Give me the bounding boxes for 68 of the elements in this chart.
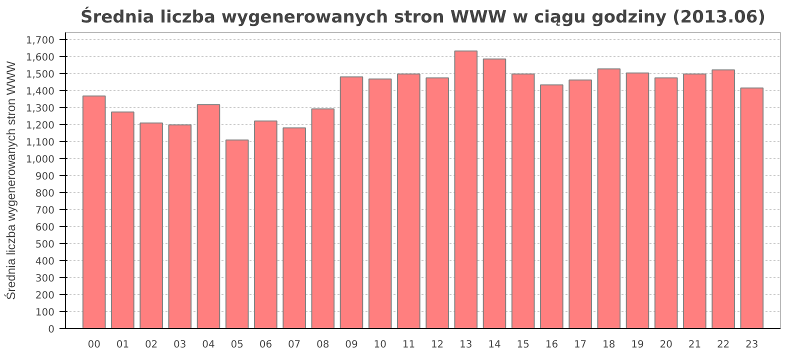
- x-tick-label: 03: [174, 340, 186, 350]
- bar: [282, 127, 306, 328]
- x-tick-label: 17: [574, 340, 587, 350]
- bar: [426, 77, 449, 328]
- bar: [454, 50, 478, 328]
- x-tick-label: 05: [230, 340, 244, 350]
- y-tick-label: 1,100: [26, 137, 55, 148]
- bar: [340, 76, 364, 328]
- y-tick-label: 700: [35, 205, 55, 216]
- bar: [740, 87, 764, 328]
- y-tick-label: 1,600: [26, 52, 55, 64]
- x-tick-label: 06: [259, 340, 272, 350]
- bar: [397, 74, 420, 328]
- y-tick-label: 500: [35, 239, 55, 250]
- bar: [482, 58, 506, 328]
- y-tick-label: 100: [35, 307, 55, 318]
- bar: [140, 122, 163, 328]
- y-tick-label: 300: [35, 273, 55, 284]
- y-tick-label: 1,400: [26, 86, 55, 98]
- x-tick-label: 12: [430, 340, 444, 350]
- y-tick-label: 1,200: [26, 120, 55, 132]
- bar: [568, 79, 592, 328]
- x-tick-label: 11: [402, 340, 416, 350]
- bar: [683, 74, 706, 328]
- x-tick-label: 02: [144, 340, 158, 350]
- y-tick-label: 0: [48, 324, 55, 336]
- bar: [311, 108, 335, 328]
- x-tick-label: 22: [716, 340, 730, 350]
- x-tick-label: 15: [516, 340, 530, 350]
- y-axis-title: Średnia liczba wygenerowanych stron WWW: [4, 60, 18, 300]
- bar: [225, 140, 249, 328]
- bar: [254, 120, 278, 328]
- y-tick-label: 1,300: [26, 103, 55, 114]
- y-tick-label: 400: [35, 256, 55, 268]
- bar: [111, 111, 134, 328]
- bar: [540, 84, 564, 328]
- x-tick-label: 18: [602, 340, 616, 350]
- chart-title: Średnia liczba wygenerowanych stron WWW w ciągu godziny (2013.06): [80, 6, 766, 28]
- bar: [712, 69, 735, 328]
- x-tick-label: 13: [460, 340, 472, 350]
- x-tick-label: 08: [316, 340, 330, 350]
- y-tick-label: 200: [35, 290, 55, 302]
- bar: [626, 72, 650, 328]
- x-tick-label: 09: [345, 340, 358, 350]
- x-tick-label: 23: [746, 340, 758, 350]
- y-tick-label: 800: [35, 188, 55, 200]
- x-tick-label: 14: [488, 340, 501, 350]
- y-tick-label: 1,500: [26, 69, 55, 80]
- y-tick-label: 900: [35, 171, 55, 182]
- x-tick-label: 01: [116, 340, 130, 350]
- x-tick-label: 21: [688, 340, 702, 350]
- bar: [196, 104, 220, 328]
- x-tick-label: 16: [545, 340, 558, 350]
- x-tick-label: 07: [288, 340, 301, 350]
- y-tick-label: 600: [35, 222, 55, 234]
- bar: [368, 78, 392, 328]
- bar: [654, 77, 678, 328]
- bar: [511, 74, 535, 328]
- bar: [168, 124, 192, 328]
- y-tick-label: 1,700: [26, 35, 55, 46]
- x-tick-label: 19: [631, 340, 644, 350]
- y-tick-label: 1,000: [26, 154, 55, 166]
- bar: [82, 95, 106, 328]
- x-tick-label: 00: [88, 340, 100, 350]
- x-tick-label: 04: [202, 340, 215, 350]
- x-tick-label: 10: [374, 340, 386, 350]
- bar: [597, 68, 621, 328]
- x-tick-label: 20: [660, 340, 672, 350]
